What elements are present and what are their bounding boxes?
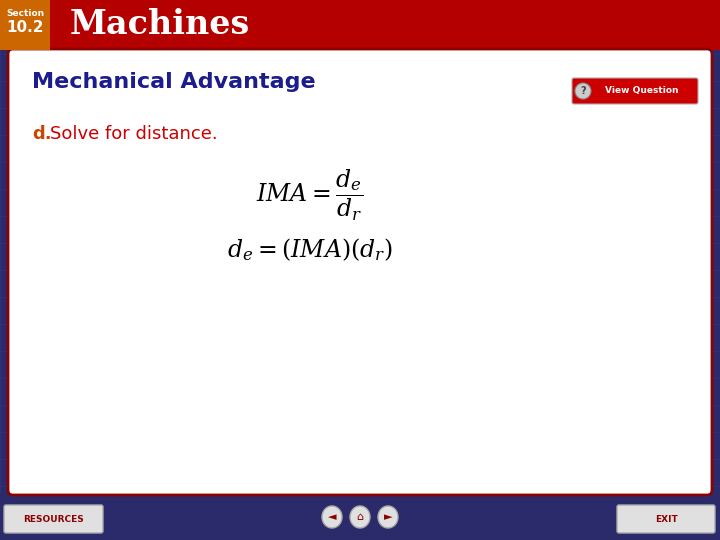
- FancyBboxPatch shape: [8, 49, 712, 495]
- Ellipse shape: [322, 506, 342, 528]
- Text: ►: ►: [384, 512, 392, 522]
- Text: d.: d.: [32, 125, 52, 143]
- Text: Section: Section: [6, 9, 44, 17]
- Ellipse shape: [350, 506, 370, 528]
- FancyBboxPatch shape: [0, 494, 720, 540]
- Text: $\mathit{IMA} = \dfrac{d_e}{d_r}$: $\mathit{IMA} = \dfrac{d_e}{d_r}$: [256, 167, 364, 222]
- Text: RESOURCES: RESOURCES: [22, 515, 84, 523]
- Circle shape: [575, 83, 591, 99]
- Text: ◄: ◄: [328, 512, 336, 522]
- Text: Machines: Machines: [70, 9, 251, 42]
- Text: EXIT: EXIT: [654, 515, 678, 523]
- FancyBboxPatch shape: [617, 505, 715, 533]
- Text: ?: ?: [580, 86, 586, 96]
- Text: ⌂: ⌂: [356, 512, 364, 522]
- FancyBboxPatch shape: [0, 0, 720, 50]
- Text: Solve for distance.: Solve for distance.: [50, 125, 217, 143]
- FancyBboxPatch shape: [0, 0, 50, 50]
- FancyBboxPatch shape: [572, 78, 698, 104]
- Text: 10.2: 10.2: [6, 19, 44, 35]
- Ellipse shape: [378, 506, 398, 528]
- FancyBboxPatch shape: [4, 505, 103, 533]
- Text: View Question: View Question: [606, 86, 679, 96]
- Text: Mechanical Advantage: Mechanical Advantage: [32, 72, 315, 92]
- Text: $d_e = (\mathit{IMA})(d_r)$: $d_e = (\mathit{IMA})(d_r)$: [228, 237, 393, 264]
